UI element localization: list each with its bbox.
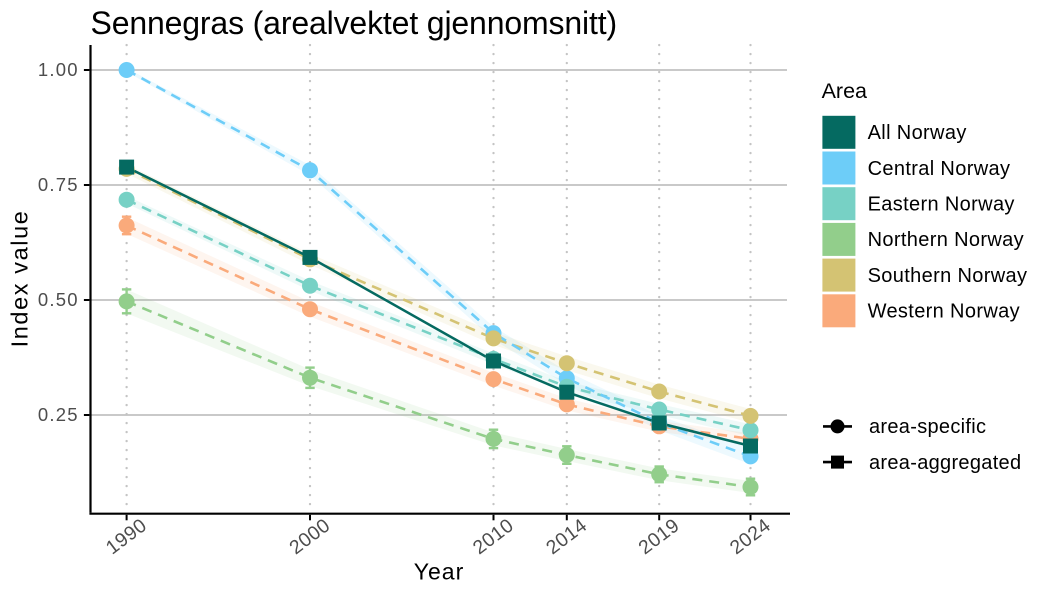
svg-text:0.50: 0.50 xyxy=(38,289,79,310)
svg-text:0.25: 0.25 xyxy=(38,404,79,425)
svg-text:Area: Area xyxy=(822,79,867,103)
svg-text:area-aggregated: area-aggregated xyxy=(869,452,1021,474)
svg-text:Southern Norway: Southern Norway xyxy=(868,265,1028,287)
svg-text:Northern Norway: Northern Norway xyxy=(868,229,1024,251)
svg-text:area-specific: area-specific xyxy=(869,416,986,438)
svg-text:Index value: Index value xyxy=(7,210,33,348)
svg-text:1.00: 1.00 xyxy=(38,59,79,80)
svg-text:Sennegras (arealvektet gjennom: Sennegras (arealvektet gjennomsnitt) xyxy=(91,5,617,41)
svg-text:0.75: 0.75 xyxy=(38,174,79,195)
svg-text:Western Norway: Western Norway xyxy=(868,301,1020,323)
svg-text:Eastern Norway: Eastern Norway xyxy=(868,194,1015,216)
svg-text:Central Norway: Central Norway xyxy=(868,158,1011,180)
svg-text:Year: Year xyxy=(414,559,464,585)
svg-text:All Norway: All Norway xyxy=(868,122,967,144)
